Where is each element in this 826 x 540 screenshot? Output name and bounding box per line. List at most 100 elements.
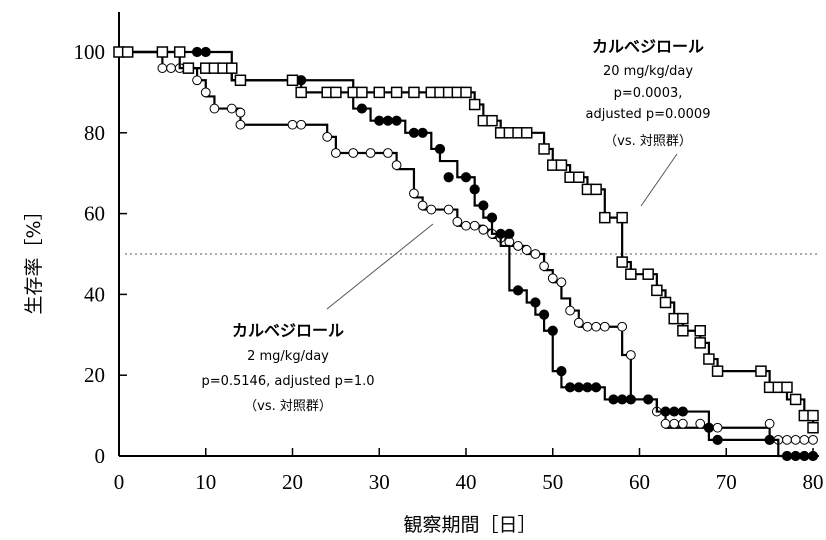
data-point-open-square: [538, 143, 550, 155]
data-point-filled-circle: [478, 200, 489, 211]
data-point-open-circle: [287, 119, 298, 130]
data-point-filled-circle: [712, 434, 723, 445]
data-point-open-circle: [157, 63, 168, 74]
x-tick-label: 70: [716, 470, 737, 494]
data-point-filled-circle: [434, 143, 446, 155]
data-point-filled-circle: [191, 46, 203, 58]
data-point-open-circle: [556, 277, 567, 288]
data-point-open-square: [807, 409, 819, 422]
y-tick-label: 60: [84, 202, 105, 226]
data-point-open-circle: [200, 87, 211, 98]
data-point-filled-circle: [391, 115, 402, 126]
x-tick-label: 60: [629, 470, 650, 494]
data-point-filled-circle: [669, 406, 680, 417]
x-tick-label: 50: [542, 470, 563, 494]
data-point-open-square: [468, 98, 481, 111]
data-point-open-square: [616, 256, 628, 268]
data-point-filled-circle: [582, 382, 593, 393]
data-point-filled-circle: [625, 394, 636, 405]
annotation-line: p=0.5146, adjusted p=1.0: [201, 374, 374, 389]
data-point-open-circle: [452, 216, 463, 227]
data-point-open-square: [642, 268, 654, 280]
data-point-open-square: [677, 312, 689, 325]
annotation-line: 20 mg/kg/day: [603, 64, 693, 79]
data-point-open-square: [460, 86, 472, 99]
data-point-open-circle: [677, 418, 688, 429]
data-point-open-circle: [808, 434, 818, 445]
data-point-filled-circle: [460, 172, 472, 183]
data-point-open-square: [789, 393, 802, 406]
data-point-filled-circle: [807, 450, 819, 462]
data-point-filled-circle: [556, 366, 567, 377]
data-point-open-square: [486, 114, 498, 127]
data-point-open-square: [694, 325, 706, 337]
data-point-open-circle: [409, 188, 419, 199]
x-axis-title: 観察期間［日］: [403, 514, 536, 536]
axes: 0 20 40 60 80 100 0 10 20 30 40 50 60 70 80: [74, 12, 824, 494]
data-point-filled-circle: [565, 382, 576, 393]
data-point-open-square: [173, 46, 186, 58]
data-point-open-circle: [383, 148, 393, 158]
data-point-open-circle: [712, 422, 723, 433]
data-point-filled-circle: [573, 382, 584, 393]
data-point-open-square: [373, 86, 385, 99]
annotation-line: （vs. 対照群）: [604, 134, 692, 149]
data-point-filled-circle: [417, 127, 428, 138]
data-point-open-circle: [591, 321, 602, 332]
data-point-open-circle: [599, 321, 610, 332]
data-point-filled-circle: [591, 382, 602, 393]
data-point-filled-circle: [799, 450, 810, 462]
data-point-filled-circle: [408, 127, 420, 138]
data-point-open-square: [677, 325, 689, 337]
data-point-open-circle: [235, 107, 246, 118]
data-point-open-circle: [669, 418, 680, 429]
data-point-open-square: [573, 171, 585, 183]
data-point-open-circle: [348, 148, 359, 158]
y-tick-label: 100: [74, 40, 106, 64]
data-point-open-circle: [799, 434, 810, 445]
data-point-filled-circle: [764, 434, 775, 445]
y-tick-label: 20: [84, 363, 105, 387]
data-point-open-circle: [365, 148, 376, 158]
data-point-open-circle: [417, 200, 428, 211]
data-point-open-square: [555, 159, 568, 171]
data-point-open-square: [807, 421, 819, 434]
data-point-open-circle: [513, 241, 523, 251]
annotation-line: p=0.0003,: [614, 86, 683, 101]
y-tick-label: 0: [95, 444, 106, 468]
data-point-open-square: [711, 365, 724, 377]
data-point-open-square: [234, 74, 247, 87]
data-point-open-circle: [461, 220, 471, 231]
data-point-open-square: [356, 86, 368, 99]
data-point-open-circle: [782, 434, 792, 445]
data-point-filled-circle: [617, 394, 628, 405]
x-tick-label: 30: [369, 470, 390, 494]
annotation-title: カルベジロール: [592, 37, 704, 56]
data-point-filled-circle: [486, 212, 498, 223]
data-point-filled-circle: [547, 325, 558, 336]
data-point-open-square: [520, 127, 533, 139]
data-point-filled-circle: [504, 228, 515, 239]
data-point-open-circle: [695, 418, 706, 429]
data-point-filled-circle: [469, 184, 480, 195]
data-point-open-circle: [582, 321, 593, 332]
data-point-open-circle: [617, 321, 628, 332]
data-point-open-square: [651, 284, 663, 297]
data-point-open-circle: [166, 63, 176, 74]
annotation-leader-20mg: [640, 153, 678, 207]
data-point-open-circle: [322, 131, 333, 142]
data-point-open-square: [330, 86, 342, 99]
data-point-open-circle: [226, 103, 237, 114]
annotation-layer: カルベジロール 20 mg/kg/day p=0.0003, adjusted p=0…: [201, 37, 710, 414]
data-point-filled-circle: [374, 115, 385, 126]
annotation-2mg: カルベジロール 2 mg/kg/day p=0.5146, adjusted p=1…: [201, 321, 374, 414]
series-line-filled-circle: [119, 50, 813, 458]
data-point-filled-circle: [677, 406, 688, 417]
data-point-filled-circle: [538, 309, 550, 320]
data-point-open-circle: [547, 273, 558, 284]
data-point-open-square: [121, 46, 134, 58]
x-tick-label: 20: [282, 470, 303, 494]
data-point-open-square: [226, 62, 238, 74]
data-point-open-circle: [521, 245, 532, 255]
